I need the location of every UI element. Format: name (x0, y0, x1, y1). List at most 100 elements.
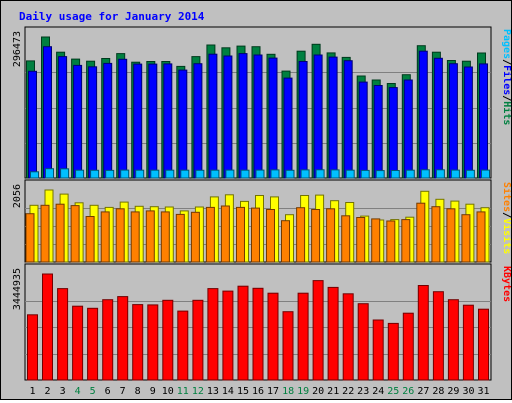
sites-bar-8 (130, 211, 140, 263)
kbytes-bar-9 (147, 304, 159, 381)
x-tick-label: 26 (402, 386, 414, 397)
pages-bar-11 (180, 169, 190, 179)
kbytes-bar-24 (372, 319, 384, 381)
files-bar-17 (268, 57, 278, 179)
files-bar-2 (43, 46, 52, 179)
pages-bar-1 (30, 171, 39, 179)
x-tick-label: 23 (357, 386, 369, 397)
sites-bar-12 (190, 211, 200, 263)
pages-bar-15 (240, 169, 250, 179)
pages-bar-9 (150, 169, 160, 179)
pages-bar-20 (315, 169, 325, 179)
kbytes-bar-3 (57, 288, 69, 381)
legend-separator: / (501, 95, 511, 101)
series-sites (25, 202, 486, 263)
files-bar-20 (313, 54, 323, 179)
kbytes-bar-13 (207, 288, 219, 381)
files-bar-29 (448, 63, 458, 179)
legend-entry-visits: Visits (501, 218, 511, 254)
pages-bar-4 (75, 169, 85, 179)
x-tick-label: 4 (75, 386, 81, 397)
x-tick-label: 6 (105, 386, 111, 397)
x-tick-label: 8 (135, 386, 141, 397)
sites-bar-3 (55, 203, 65, 263)
pages-bar-25 (390, 170, 400, 179)
kbytes-bar-1 (27, 314, 38, 381)
sites-bar-31 (476, 211, 486, 263)
legend: KBytes (501, 266, 511, 302)
x-tick-label: 1 (29, 386, 35, 397)
x-tick-label: 11 (177, 386, 189, 397)
files-bar-31 (479, 63, 488, 179)
files-bar-22 (343, 60, 353, 179)
x-tick-label: 15 (237, 386, 249, 397)
files-bar-7 (118, 58, 128, 179)
pages-bar-12 (195, 169, 205, 179)
legend-entry-kbytes: KBytes (501, 266, 511, 302)
files-bar-11 (178, 69, 188, 179)
kbytes-bar-18 (282, 311, 294, 381)
x-tick-label: 21 (327, 386, 339, 397)
sites-bar-9 (145, 210, 155, 263)
visits-panel: 2056 Sites/Visits (12, 179, 512, 263)
pages-bar-2 (45, 168, 54, 179)
x-tick-label: 13 (207, 386, 219, 397)
pages-bar-27 (420, 169, 430, 179)
pages-bar-6 (105, 169, 115, 179)
series-files (28, 46, 488, 179)
series-kbytes (27, 273, 489, 381)
pages-bar-30 (465, 169, 475, 179)
pages-bar-18 (285, 169, 295, 179)
pages-bar-24 (375, 170, 385, 179)
pages-bar-16 (255, 169, 265, 179)
files-bar-18 (283, 77, 293, 179)
legend: Pages/Files/Hits (501, 29, 511, 125)
kbytes-bar-8 (132, 304, 144, 381)
files-bar-6 (103, 62, 113, 179)
files-bar-12 (193, 63, 203, 179)
series-pages (30, 168, 490, 179)
max-value-label: 296473 (12, 31, 23, 67)
files-bar-1 (28, 70, 37, 179)
pages-bar-22 (345, 169, 355, 179)
legend-separator: / (501, 212, 511, 218)
sites-bar-30 (461, 214, 471, 263)
x-tick-label: 17 (267, 386, 279, 397)
sites-bar-26 (401, 219, 411, 263)
x-tick-label: 3 (60, 386, 66, 397)
files-bar-30 (463, 66, 473, 179)
kbytes-bar-10 (162, 299, 174, 381)
sites-bar-10 (160, 211, 170, 263)
files-bar-19 (298, 61, 308, 179)
x-tick-label: 24 (372, 386, 384, 397)
hits-panel: 296473 Pages/Files/Hits (12, 26, 512, 179)
pages-bar-7 (120, 169, 130, 179)
kbytes-bar-21 (327, 286, 339, 381)
sites-bar-20 (311, 209, 321, 263)
files-bar-4 (73, 64, 83, 179)
x-tick-label: 20 (312, 386, 324, 397)
max-value-label: 2056 (12, 184, 23, 208)
pages-bar-14 (225, 169, 235, 179)
pages-bar-31 (481, 169, 490, 179)
files-bar-26 (403, 79, 413, 179)
legend-entry-sites: Sites (501, 182, 511, 212)
sites-bar-28 (431, 206, 441, 263)
pages-bar-3 (60, 168, 70, 179)
sites-bar-21 (326, 208, 336, 263)
legend-entry-pages: Pages (501, 29, 511, 59)
x-tick-label: 18 (282, 386, 294, 397)
files-bar-27 (418, 50, 428, 179)
x-tick-label: 25 (387, 386, 399, 397)
files-bar-8 (133, 63, 143, 179)
kbytes-bar-23 (357, 303, 369, 381)
files-bar-5 (88, 66, 98, 179)
files-bar-25 (388, 87, 398, 179)
kbytes-bar-2 (42, 273, 53, 381)
pages-bar-17 (270, 169, 280, 179)
sites-bar-2 (40, 204, 50, 263)
kbytes-bar-27 (417, 285, 429, 381)
x-tick-label: 7 (120, 386, 126, 397)
files-bar-28 (433, 57, 443, 179)
